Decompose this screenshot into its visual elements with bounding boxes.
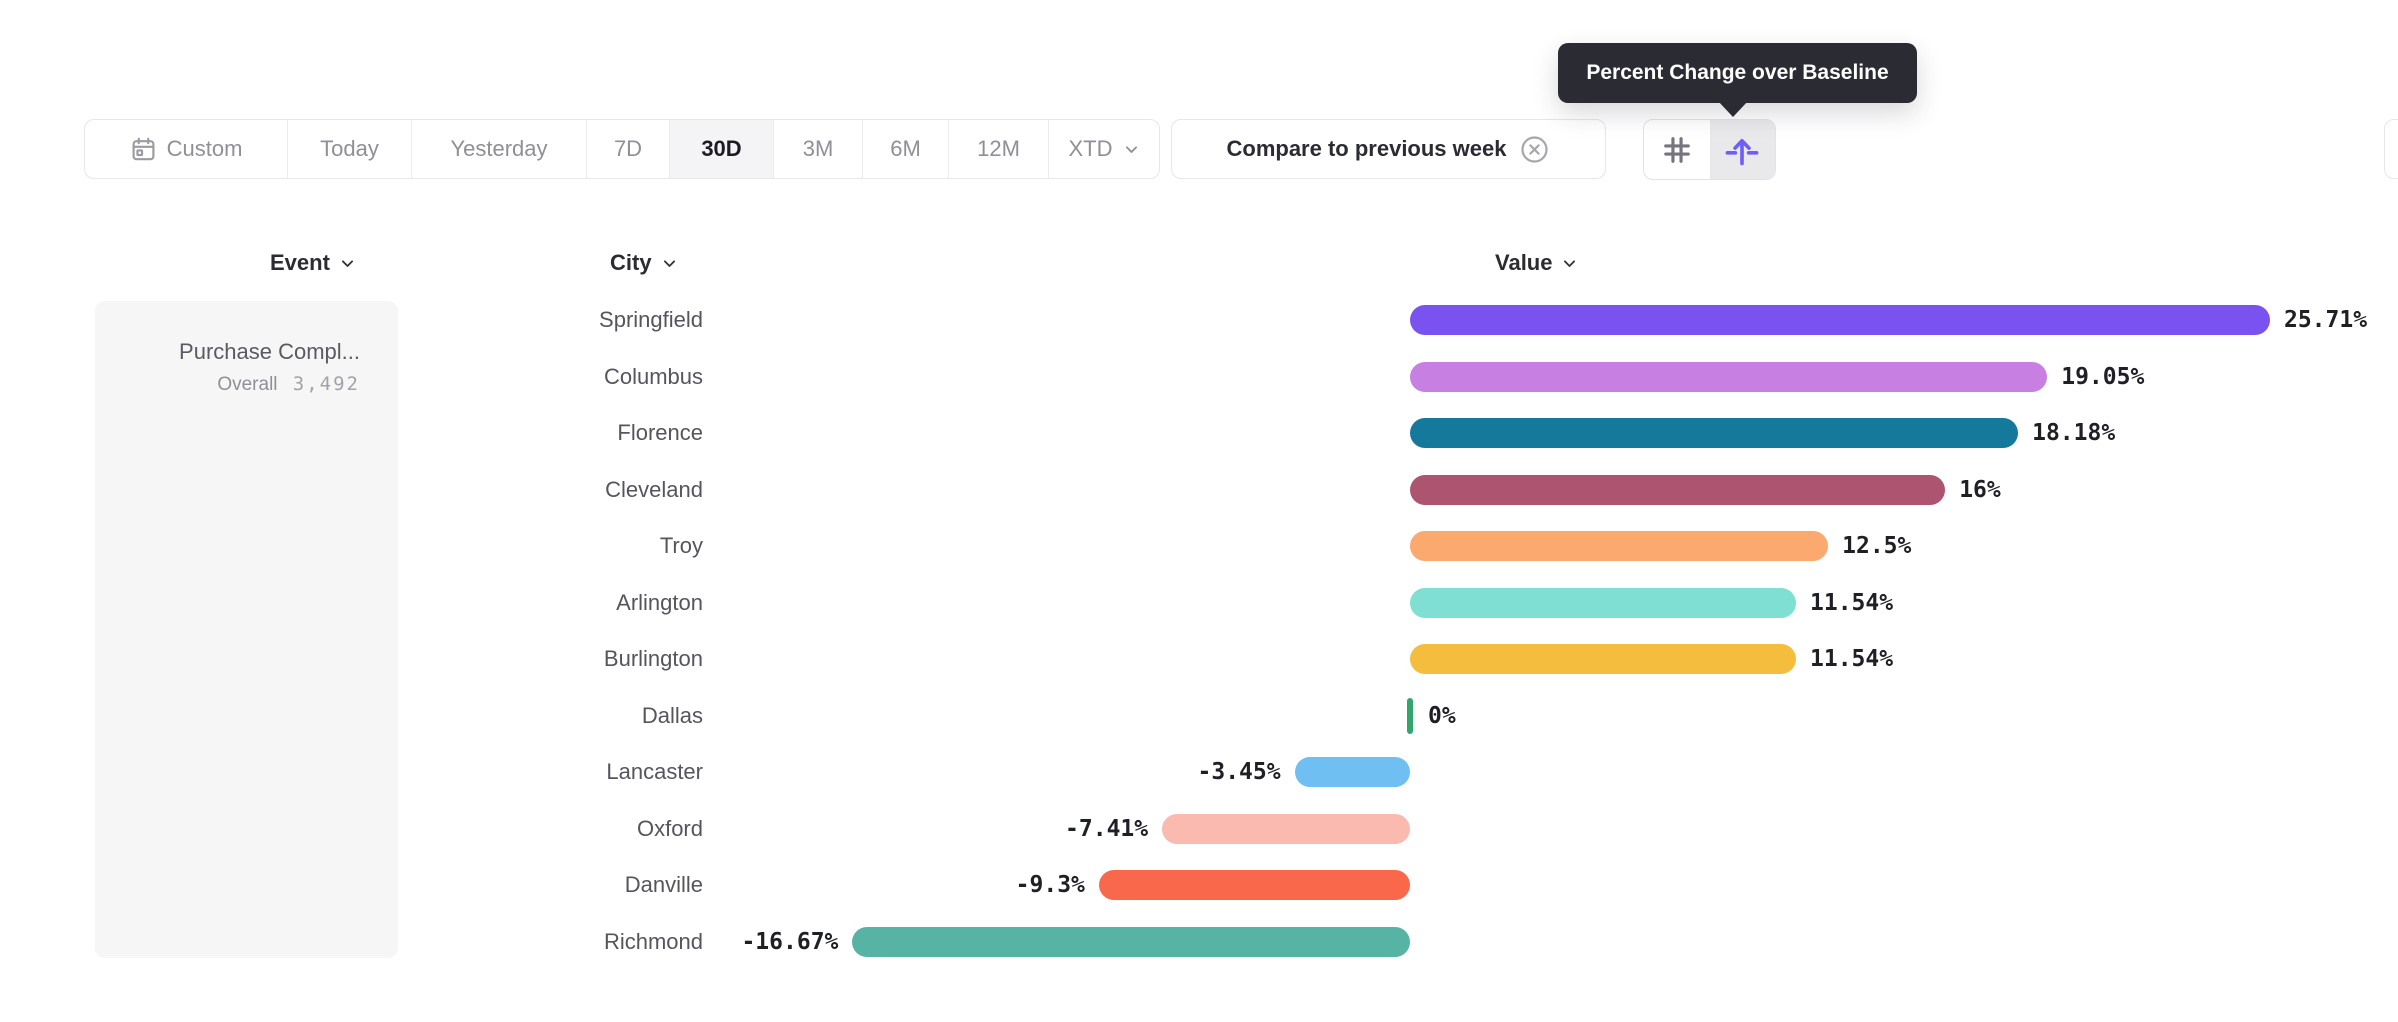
event-card[interactable]: Purchase Compl... Overall 3,492: [95, 301, 398, 958]
event-info: Purchase Compl... Overall 3,492: [179, 337, 360, 396]
event-title: Purchase Compl...: [179, 339, 360, 364]
city-label: Dallas: [641, 702, 703, 728]
chart-row-oxford: Oxford -7.41%: [0, 800, 2398, 857]
value-label: 18.18%: [2032, 420, 2116, 446]
overall-value: 3,492: [292, 373, 360, 395]
city-label: Florence: [617, 420, 703, 445]
chart-view-toggle: [1643, 119, 1776, 180]
date-range-label: Yesterday: [450, 136, 548, 161]
grid-hash-icon: [1659, 132, 1695, 168]
chart-row-cleveland: Cleveland 16%: [0, 461, 2398, 518]
city-label: Danville: [624, 872, 703, 897]
column-header-value[interactable]: Value: [1495, 248, 1578, 278]
event-overall: Overall 3,492: [179, 373, 360, 396]
city-label: Springfield: [599, 307, 703, 332]
bar-cleveland[interactable]: [1410, 474, 1946, 505]
city-label: Richmond: [603, 928, 703, 954]
chart-row-richmond: Richmond -16.67%: [0, 913, 2398, 970]
chevron-down-icon: [1123, 141, 1140, 158]
chart-row-troy: Troy 12.5%: [0, 518, 2398, 575]
date-range-label: 7D: [613, 136, 643, 161]
tooltip-text: Percent Change over Baseline: [1586, 61, 1889, 84]
chart-row-florence: Florence 18.18%: [0, 405, 2398, 462]
date-range-6m-button[interactable]: 6M: [862, 120, 948, 178]
city-label: Cleveland: [605, 476, 703, 502]
city-label: Columbus: [603, 363, 703, 389]
chevron-down-icon: [661, 255, 678, 272]
value-label: 0%: [1428, 702, 1456, 729]
baseline-arrow-icon: [1723, 131, 1761, 169]
value-label: 12.5%: [1842, 533, 1912, 559]
value-label: -9.3%: [1015, 872, 1085, 898]
date-range-today-button[interactable]: Today: [287, 120, 411, 178]
date-range-label: Today: [320, 136, 379, 161]
column-header-city-label: City: [610, 250, 652, 275]
grid-hash-toggle-button[interactable]: [1644, 120, 1710, 179]
date-range-label: Custom: [166, 136, 243, 161]
value-label: -7.41%: [1065, 815, 1149, 842]
date-range-7d-button[interactable]: 7D: [586, 120, 669, 178]
calendar-icon: [130, 136, 157, 163]
date-range-label: XTD: [1068, 136, 1113, 161]
chart-row-arlington: Arlington 11.54%: [0, 574, 2398, 631]
bar-danville[interactable]: [1098, 870, 1410, 900]
value-label: 11.54%: [1810, 589, 1894, 616]
chart-row-lancaster: Lancaster -3.45%: [0, 744, 2398, 801]
overall-label: Overall: [217, 374, 278, 395]
bar-richmond[interactable]: [852, 926, 1410, 957]
date-range-label: 3M: [802, 136, 834, 161]
bar-arlington[interactable]: [1410, 587, 1796, 618]
city-label: Troy: [659, 533, 703, 558]
tooltip-arrow: [1718, 101, 1748, 117]
baseline-arrow-toggle-button[interactable]: [1709, 120, 1775, 179]
cutoff-button[interactable]: [2384, 119, 2398, 179]
column-header-city[interactable]: City: [610, 248, 678, 278]
city-label: Lancaster: [606, 759, 703, 784]
date-range-3m-button[interactable]: 3M: [773, 120, 862, 178]
value-label: -16.67%: [741, 928, 839, 955]
bar-burlington[interactable]: [1410, 644, 1796, 674]
compare-chip-label: Compare to previous week: [1226, 136, 1507, 161]
date-range-30d-button[interactable]: 30D: [669, 120, 773, 178]
date-range-custom-button[interactable]: Custom: [85, 120, 287, 178]
column-header-event[interactable]: Event: [270, 248, 356, 278]
value-label: 25.71%: [2283, 307, 2368, 333]
column-header-value-label: Value: [1495, 250, 1553, 275]
zero-baseline-tick[interactable]: [1407, 697, 1413, 734]
bar-oxford[interactable]: [1162, 813, 1410, 844]
date-range-label: 6M: [890, 136, 921, 161]
bar-springfield[interactable]: [1410, 305, 2270, 335]
value-label: -3.45%: [1197, 759, 1281, 785]
chart-row-burlington: Burlington 11.54%: [0, 631, 2398, 688]
value-label: 16%: [1959, 476, 2001, 503]
city-label: Oxford: [636, 815, 703, 841]
chevron-down-icon: [1561, 255, 1578, 272]
column-header-event-label: Event: [270, 250, 330, 275]
date-range-xtd-button[interactable]: XTD: [1048, 120, 1159, 178]
date-range-label: 12M: [977, 136, 1020, 161]
date-range-segmented-control: Custom Today Yesterday 7D 30D 3M 6M 12M XTD: [84, 119, 1160, 179]
compare-chip[interactable]: Compare to previous week: [1171, 119, 1606, 179]
chart-row-dallas: Dallas 0%: [0, 687, 2398, 744]
tooltip: Percent Change over Baseline: [1558, 43, 1917, 103]
chevron-down-icon: [339, 255, 356, 272]
date-range-yesterday-button[interactable]: Yesterday: [411, 120, 586, 178]
value-label: 11.54%: [1810, 646, 1894, 672]
city-label: Arlington: [616, 589, 703, 615]
chart-row-columbus: Columbus 19.05%: [0, 348, 2398, 405]
circle-x-icon[interactable]: [1519, 134, 1550, 165]
city-label: Burlington: [603, 646, 703, 671]
value-label: 19.05%: [2061, 363, 2145, 390]
bar-troy[interactable]: [1410, 531, 1829, 561]
date-range-label: 30D: [701, 136, 742, 161]
chart-row-springfield: Springfield 25.71%: [0, 292, 2398, 349]
date-range-12m-button[interactable]: 12M: [948, 120, 1048, 178]
bar-florence[interactable]: [1410, 418, 2019, 448]
bar-columbus[interactable]: [1410, 361, 2048, 392]
bar-lancaster[interactable]: [1294, 757, 1410, 787]
chart-row-danville: Danville -9.3%: [0, 857, 2398, 914]
